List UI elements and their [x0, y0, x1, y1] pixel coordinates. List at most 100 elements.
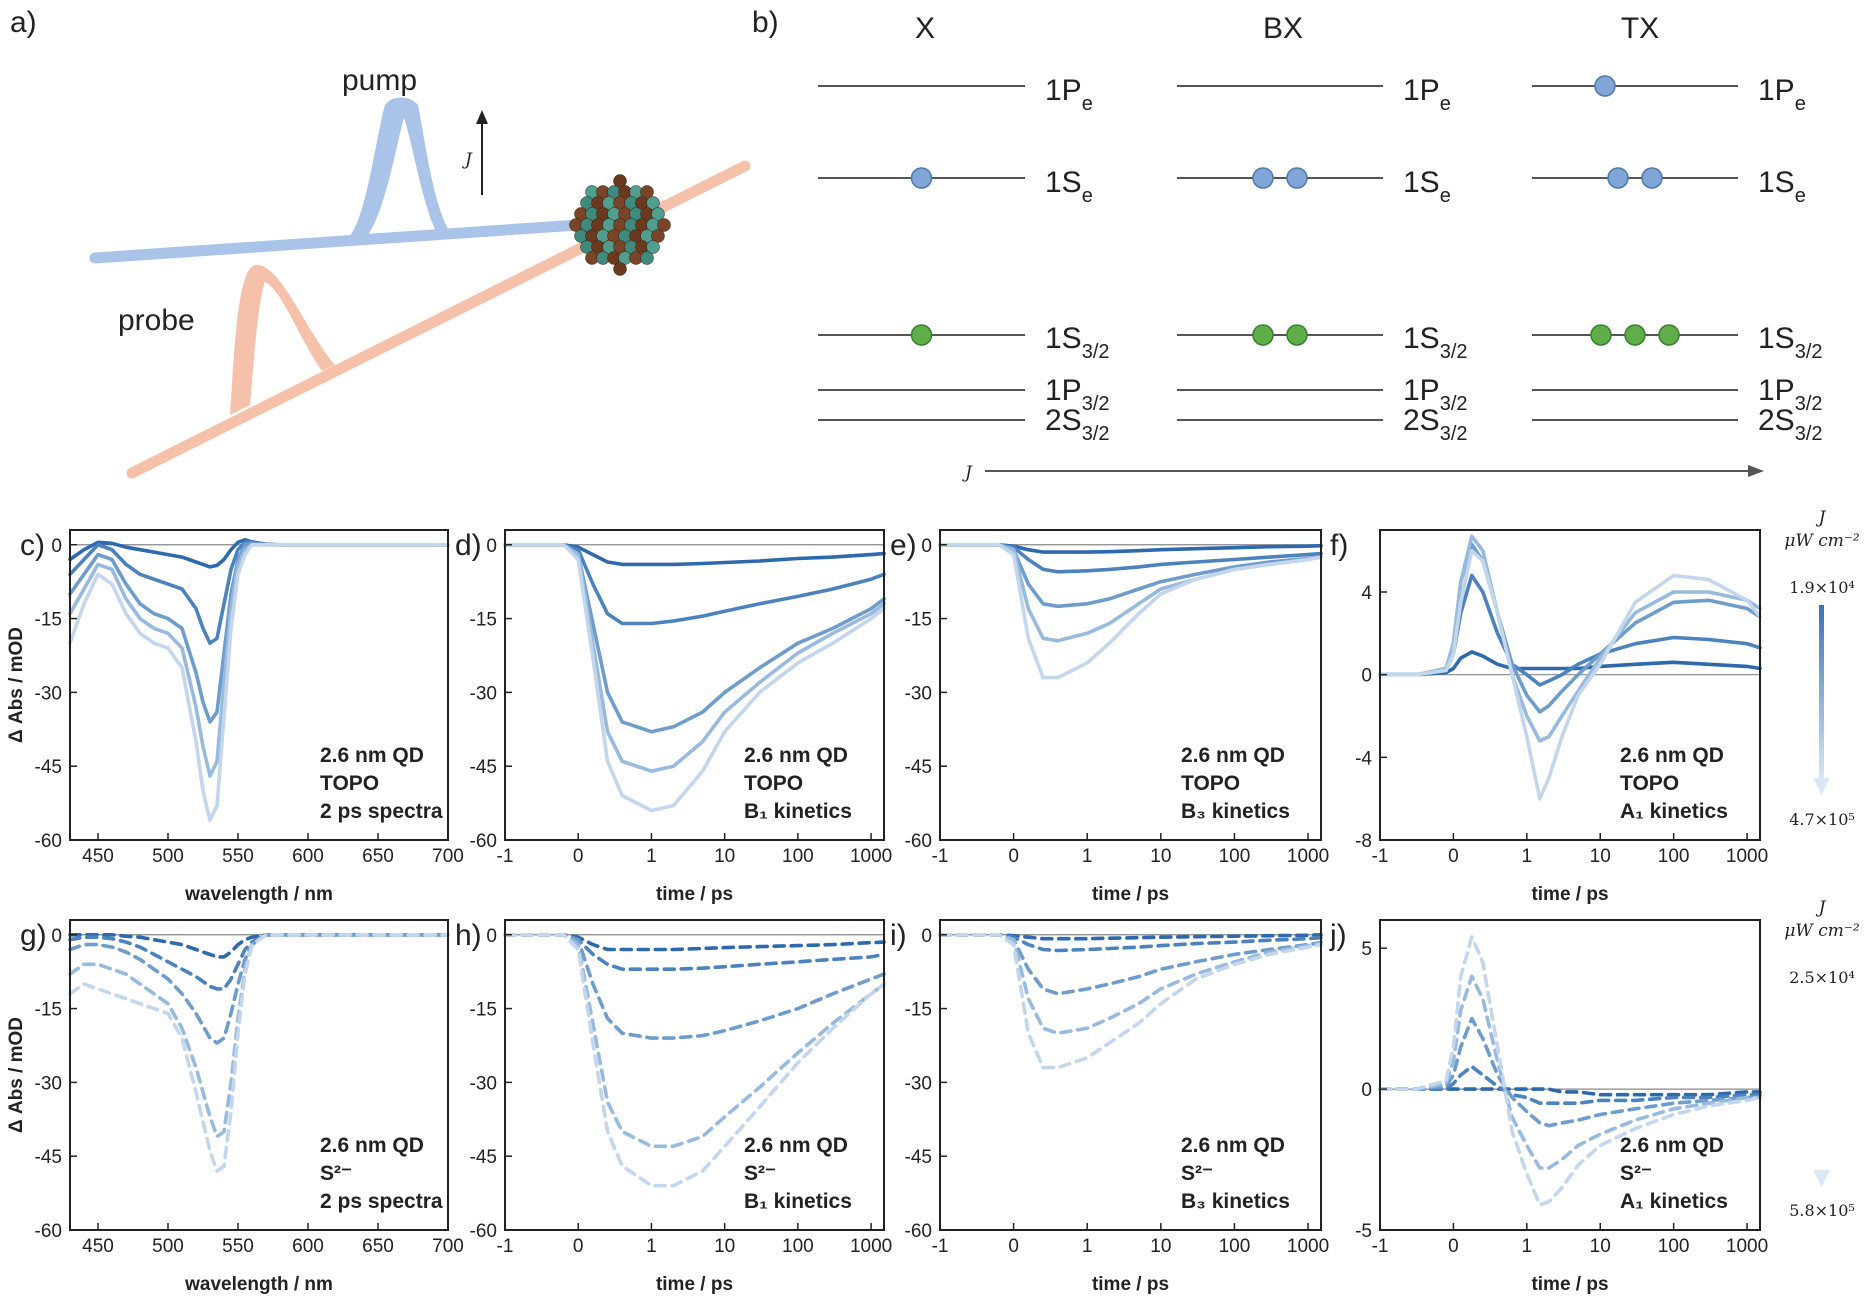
x-tick-label: 500 [152, 1236, 184, 1257]
plot-frame [69, 919, 449, 1231]
x-tick-label: 10 [1590, 846, 1611, 867]
series-line-3 [68, 541, 450, 724]
x-tick-label: 100 [1219, 1236, 1251, 1257]
panel-label: i) [890, 919, 907, 952]
plot-frame [1379, 529, 1761, 841]
colorbar-top-arrowhead [1813, 778, 1830, 795]
x-tick-label: 1000 [1726, 846, 1768, 867]
plot-frame [69, 529, 449, 841]
x-tick-label: 100 [1219, 846, 1251, 867]
panel-b-energy-levels: b) X BX TX 1Pe1Se1S3/21P3/22S3/21Pe1Se1S… [752, 6, 1823, 483]
series-line-3 [503, 932, 886, 1040]
x-tick-label: 0 [1008, 846, 1019, 867]
panel-label: f) [1330, 529, 1348, 562]
y-tick-label: 0 [921, 536, 932, 557]
x-tick-label: 0 [1448, 1236, 1459, 1257]
chart-panel-c: 0 -15 -30 -45 -60 450 500 550 600 650 700 wavelengt… [6, 529, 464, 905]
x-tick-label: -1 [1372, 1236, 1389, 1257]
series-line-4 [503, 542, 886, 773]
hole-icon [1624, 324, 1646, 346]
series-line-4 [503, 932, 886, 1149]
y-tick-label: 0 [1361, 666, 1372, 687]
x-tick-label: 550 [222, 1236, 254, 1257]
x-tick-label: 450 [82, 846, 114, 867]
x-tick-label: 600 [292, 846, 324, 867]
x-tick-label: 100 [782, 1236, 814, 1257]
pump-pulse [345, 97, 455, 240]
annotation-line: 2.6 nm QD [1181, 744, 1285, 767]
series-line-2 [68, 540, 450, 646]
panel-b-label: b) [752, 6, 779, 39]
series-line-4 [68, 932, 450, 1139]
y-tick-label: 0 [51, 926, 62, 947]
y-tick-label: -60 [35, 831, 62, 852]
x-tick-label: 600 [292, 1236, 324, 1257]
y-tick-label: -30 [35, 683, 62, 704]
colorbar-bottom-unit: μW cm⁻² [1784, 921, 1860, 941]
electron-icon [1641, 167, 1663, 189]
x-tick-label: -1 [932, 1236, 949, 1257]
x-tick-label: 650 [362, 1236, 394, 1257]
x-tick-label: 1000 [1287, 846, 1329, 867]
plot-frame [504, 529, 885, 841]
y-tick-label: 0 [51, 536, 62, 557]
series-line-3 [938, 932, 1323, 996]
x-tick-label: 0 [1008, 1236, 1019, 1257]
plot-frame [939, 919, 1322, 1231]
y-axis-label: Δ Abs / mOD [6, 627, 27, 743]
colorbar-top-title: J [1816, 508, 1827, 528]
annotation-line: 2.6 nm QD [320, 1134, 424, 1157]
series-line-5 [68, 542, 450, 823]
annotation-line: 2 ps spectra [320, 1190, 443, 1213]
y-tick-label: -30 [905, 683, 932, 704]
y-tick-label: 0 [1361, 1080, 1372, 1101]
annotation-line: 2.6 nm QD [744, 1134, 848, 1157]
annotation-line: 2.6 nm QD [1620, 1134, 1724, 1157]
fluence-arrowhead [476, 110, 488, 124]
pump-label: pump [342, 64, 417, 97]
annotation-line: B₃ kinetics [1181, 1190, 1290, 1213]
qd-atom [640, 251, 654, 265]
y-tick-label: -15 [905, 1000, 932, 1021]
series-line-4 [938, 932, 1323, 1035]
energy-level-label: 1Se [1758, 166, 1806, 207]
x-tick-label: 0 [573, 1236, 584, 1257]
series-line-2 [1378, 1064, 1762, 1105]
panel-label: c) [20, 529, 45, 562]
annotation-line: TOPO [1620, 772, 1679, 795]
x-tick-label: 1000 [850, 1236, 892, 1257]
series-line-1 [1378, 650, 1762, 677]
x-tick-label: 1 [1522, 846, 1533, 867]
annotation-line: TOPO [320, 772, 379, 795]
annotation-line: S²⁻ [1181, 1162, 1213, 1185]
series-line-1 [503, 932, 886, 952]
x-tick-label: 1000 [1287, 1236, 1329, 1257]
panel-label: e) [890, 529, 917, 562]
energy-level-label: 1S3/2 [1045, 322, 1110, 363]
x-tick-label: 0 [1448, 846, 1459, 867]
x-tick-label: 10 [1590, 1236, 1611, 1257]
quantum-dot-icon [569, 174, 671, 276]
x-tick-label: 1000 [850, 846, 892, 867]
x-axis-label: wavelength / nm [184, 884, 333, 905]
panel-label: h) [455, 919, 482, 952]
x-axis-label: time / ps [656, 884, 733, 905]
x-tick-label: 100 [782, 846, 814, 867]
x-tick-label: 650 [362, 846, 394, 867]
annotation-line: TOPO [1181, 772, 1240, 795]
y-tick-label: -15 [470, 1000, 497, 1021]
energy-level-label: 1Se [1403, 166, 1451, 207]
series-line-1 [938, 932, 1323, 941]
x-tick-label: 1 [1522, 1236, 1533, 1257]
series-line-3 [1378, 542, 1762, 714]
annotation-line: B₁ kinetics [744, 1190, 852, 1213]
y-tick-label: -5 [1355, 1221, 1372, 1242]
x-tick-label: 1 [646, 1236, 657, 1257]
annotation-line: 2.6 nm QD [320, 744, 424, 767]
chart-panel-d: 0 -15 -30 -45 -60-1 0 1 10 100 1000 time / ps d) 2.6… [455, 529, 892, 905]
series-line-2 [503, 932, 886, 972]
x-tick-label: 100 [1658, 846, 1690, 867]
annotation-line: S²⁻ [1620, 1162, 1652, 1185]
panel-label: d) [455, 529, 482, 562]
